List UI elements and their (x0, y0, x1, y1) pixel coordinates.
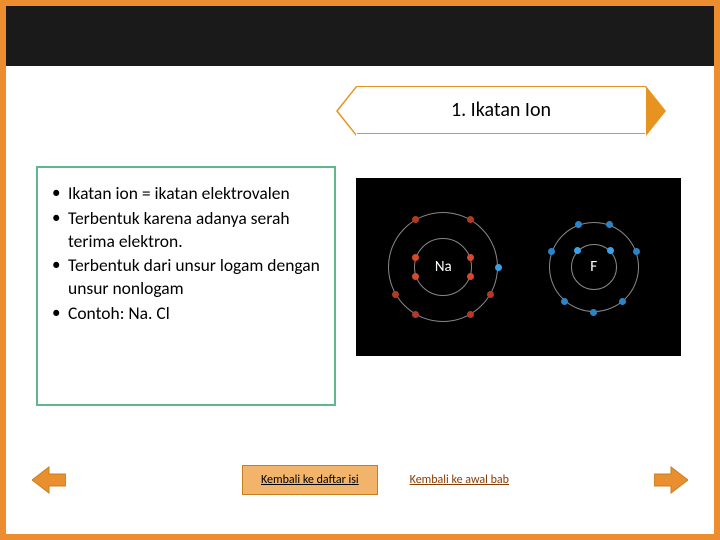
electron (412, 311, 419, 318)
electron (607, 247, 614, 254)
atom-f: F (534, 207, 654, 327)
list-item: Terbentuk dari unsur logam dengan unsur … (46, 254, 322, 300)
back-to-toc-button[interactable]: Kembali ke daftar isi (242, 465, 378, 495)
electron (467, 254, 474, 261)
list-item: Ikatan ion = ikatan elektrovalen (46, 182, 322, 205)
bullet-list: Ikatan ion = ikatan elektrovalen Terbent… (46, 182, 322, 325)
prev-arrow-button[interactable] (32, 465, 66, 495)
section-title-badge: 1. Ikatan Ion (356, 86, 646, 134)
section-title-text: 1. Ikatan Ion (451, 98, 551, 122)
list-item: Contoh: Na. Cl (46, 302, 322, 325)
list-item: Terbentuk karena adanya serah terima ele… (46, 207, 322, 253)
back-to-chapter-button[interactable]: Kembali ke awal bab (392, 465, 527, 495)
back-to-toc-label: Kembali ke daftar isi (261, 473, 359, 487)
electron (606, 221, 613, 228)
content-box: Ikatan ion = ikatan elektrovalen Terbent… (36, 166, 336, 406)
electron (633, 248, 640, 255)
atom-diagram: Na F (356, 178, 681, 356)
atom-label: F (590, 258, 597, 276)
header-band (6, 6, 714, 66)
nav-row: Kembali ke daftar isi Kembali ke awal ba… (6, 462, 714, 498)
electron (619, 298, 626, 305)
slide-frame: 1. Ikatan Ion Ikatan ion = ikatan elektr… (0, 0, 720, 540)
electron (487, 291, 494, 298)
electron (590, 309, 597, 316)
next-arrow-button[interactable] (654, 465, 688, 495)
atom-label: Na (435, 258, 452, 276)
electron (495, 264, 502, 271)
electron (561, 298, 568, 305)
back-to-chapter-label: Kembali ke awal bab (410, 473, 509, 487)
electron (467, 311, 474, 318)
atom-na: Na (383, 207, 503, 327)
electron (575, 221, 582, 228)
electron (548, 248, 555, 255)
